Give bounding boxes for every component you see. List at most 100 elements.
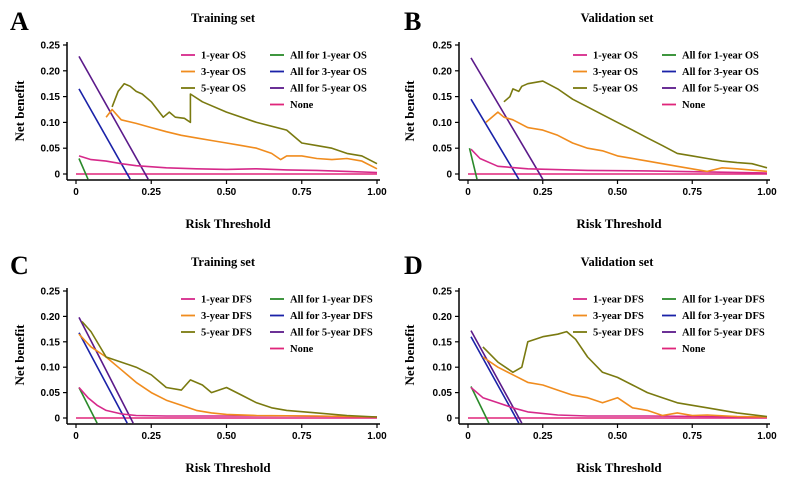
y-axis-label: Net benefit (12, 324, 27, 386)
y-tick-label: 0.15 (433, 337, 453, 348)
legend-label: 5-year OS (593, 84, 638, 95)
legend-label: All for 5-year DFS (290, 328, 373, 339)
x-tick-label: 0 (465, 431, 471, 442)
chart-title: Training set (191, 255, 256, 269)
y-axis-label: Net benefit (402, 80, 417, 142)
y-tick-label: 0.05 (41, 144, 61, 155)
panel-letter: D (404, 251, 423, 280)
series-line-all3 (470, 98, 520, 180)
legend-label: All for 3-year DFS (682, 311, 765, 322)
legend-label: 5-year DFS (201, 328, 252, 339)
x-tick-label: 0.25 (142, 187, 162, 198)
x-tick-label: 0.50 (608, 431, 628, 442)
plot-area: 0 0.05 0.10 0.15 0.20 0.25 0 0.25 0.50 0.75 1.00 1-… (433, 287, 778, 443)
panel-b: B Validation set Risk Threshold Net bene… (402, 7, 777, 231)
legend-label: None (290, 100, 314, 111)
y-tick-label: 0.10 (41, 118, 61, 129)
legend-label: All for 5-year DFS (682, 328, 765, 339)
series-line-all3 (78, 332, 128, 424)
x-tick-label: 1.00 (367, 187, 387, 198)
chart-title: Training set (191, 11, 256, 25)
x-tick-label: 0 (73, 431, 79, 442)
plot-area: 0 0.05 0.10 0.15 0.20 0.25 0 0.25 0.50 0.75 1.00 1-… (41, 287, 388, 443)
legend-label: All for 3-year OS (290, 67, 367, 78)
legend-label: All for 5-year OS (682, 84, 759, 95)
legend-label: 5-year OS (201, 84, 246, 95)
y-tick-label: 0.10 (433, 118, 453, 129)
series-line-five (482, 330, 768, 418)
y-axis-label: Net benefit (402, 324, 417, 386)
series-line-all5 (470, 330, 523, 424)
series-line-one (78, 386, 378, 418)
y-tick-label: 0.20 (41, 66, 61, 77)
legend-label: None (290, 344, 314, 355)
legend-label: None (682, 100, 706, 111)
y-tick-label: 0.25 (433, 287, 453, 298)
y-tick-label: 0.20 (433, 312, 453, 323)
legend-label: 1-year OS (593, 51, 638, 62)
panel-d: D Validation set Risk Threshold Net bene… (402, 251, 777, 475)
legend-label: 3-year DFS (593, 311, 644, 322)
series-line-all5 (78, 317, 134, 424)
y-tick-label: 0.05 (433, 144, 453, 155)
series-line-all3 (470, 336, 520, 424)
y-tick-label: 0 (54, 414, 60, 425)
series-line-three (485, 111, 768, 173)
x-tick-label: 1.00 (367, 431, 387, 442)
panel-a: A Training set Risk Threshold Net benefi… (10, 7, 387, 231)
x-axis-label: Risk Threshold (185, 216, 271, 231)
legend-label: 3-year DFS (201, 311, 252, 322)
y-tick-label: 0.05 (41, 388, 61, 399)
x-axis-label: Risk Threshold (576, 216, 662, 231)
x-tick-label: 0 (465, 187, 471, 198)
y-tick-label: 0.15 (41, 92, 61, 103)
series-line-three (105, 108, 378, 170)
y-tick-label: 0.25 (41, 41, 61, 52)
plot-area: 0 0.05 0.10 0.15 0.20 0.25 0 0.25 0.50 0.75 1.00 1-… (433, 41, 778, 199)
x-tick-label: 0.50 (217, 187, 237, 198)
series-line-all1 (470, 386, 490, 424)
panel-c: C Training set Risk Threshold Net benefi… (10, 251, 387, 475)
plot-area: 0 0.05 0.10 0.15 0.20 0.25 0 0.25 0.50 0.75 1.00 1-… (41, 41, 388, 199)
panel-letter: A (10, 7, 29, 36)
y-axis-label: Net benefit (12, 80, 27, 142)
y-tick-label: 0.20 (41, 312, 61, 323)
series-line-five (81, 320, 378, 418)
legend-label: 3-year OS (201, 67, 246, 78)
series-line-all1 (78, 158, 89, 180)
y-tick-label: 0.10 (433, 363, 453, 374)
x-axis-label: Risk Threshold (576, 460, 662, 475)
x-tick-label: 0.75 (683, 187, 703, 198)
legend-label: All for 1-year OS (290, 51, 367, 62)
x-tick-label: 0.50 (608, 187, 628, 198)
legend-label: None (682, 344, 706, 355)
legend-label: 3-year OS (593, 67, 638, 78)
series-line-all1 (78, 387, 98, 424)
x-tick-label: 0.75 (292, 187, 312, 198)
series-line-one (470, 386, 768, 418)
y-tick-label: 0.05 (433, 388, 453, 399)
legend-label: 1-year DFS (593, 295, 644, 306)
x-tick-label: 0 (73, 187, 79, 198)
series-line-three (482, 356, 768, 418)
x-tick-label: 0.75 (292, 431, 312, 442)
y-tick-label: 0.15 (433, 92, 453, 103)
y-tick-label: 0.15 (41, 337, 61, 348)
x-tick-label: 0.50 (217, 431, 237, 442)
panel-letter: C (10, 251, 29, 280)
y-tick-label: 0 (446, 170, 452, 181)
series-line-five (111, 82, 378, 165)
legend-label: All for 1-year DFS (290, 295, 373, 306)
y-tick-label: 0.20 (433, 66, 453, 77)
series-line-five (503, 80, 768, 169)
y-tick-label: 0.25 (433, 41, 453, 52)
x-tick-label: 0.25 (533, 431, 553, 442)
chart-title: Validation set (581, 255, 655, 269)
x-tick-label: 0.25 (533, 187, 553, 198)
legend-label: All for 1-year DFS (682, 295, 765, 306)
y-tick-label: 0.25 (41, 287, 61, 298)
series-line-all5 (78, 56, 149, 180)
legend-label: 1-year DFS (201, 295, 252, 306)
legend-label: 1-year OS (201, 51, 246, 62)
